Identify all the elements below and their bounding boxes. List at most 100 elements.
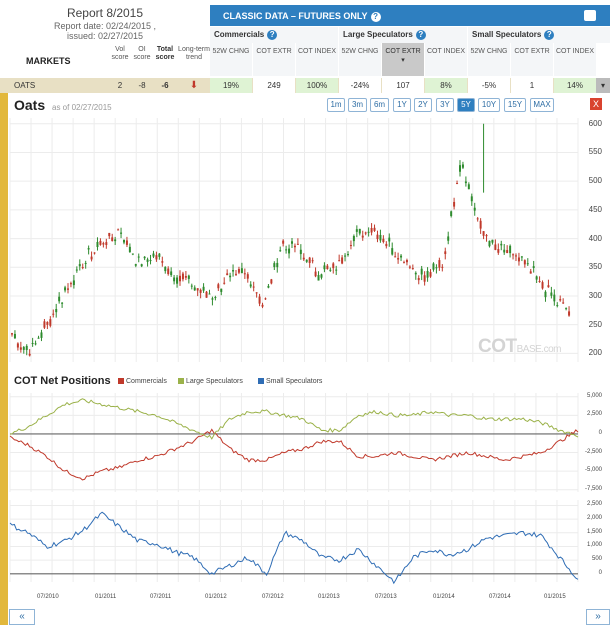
candle-body [320,274,323,278]
y-tick-label: 2,500 [586,501,602,508]
expand-down-icon[interactable]: ▾ [596,78,610,93]
help-icon[interactable]: ? [415,30,426,40]
candle-body [338,260,341,262]
report-header: Report 8/2015 Report date: 02/24/2015 , … [0,0,210,78]
candle-body [67,288,69,290]
sub-col-header[interactable]: 52W CHNG [468,43,510,76]
candle-body [562,302,565,304]
help-icon[interactable]: ? [544,30,555,40]
candle-body [193,287,196,291]
candle-body [137,256,140,258]
candle-body [114,239,117,242]
candle-body [532,266,535,269]
legend-commercials[interactable]: Commercials [118,378,167,385]
range-button-5y[interactable]: 5Y [457,98,475,112]
sub-col-header[interactable]: COT EXTR [511,43,553,76]
candle-body [376,234,379,240]
candle-body [349,245,352,247]
candle-body [435,267,438,269]
candle-body [181,273,184,280]
candle-body [341,257,344,264]
help-icon[interactable]: ? [370,12,381,22]
range-button-max[interactable]: MAX [530,98,554,112]
legend-large-speculators[interactable]: Large Speculators [178,378,243,385]
sub-col-header[interactable]: COT INDEX [296,43,338,76]
candle-body [541,282,544,289]
range-button-2y[interactable]: 2Y [414,98,432,112]
total-score-value: -6 [161,81,169,90]
scroll-left-button[interactable]: « [9,609,35,625]
candle-body [258,296,261,304]
candle-body [58,296,61,302]
classic-data-title: CLASSIC DATA – FUTURES ONLY [223,11,368,21]
scroll-right-button[interactable]: » [586,609,610,625]
market-name[interactable]: OATS [14,81,36,90]
value-cell: 8% [425,78,467,93]
sub-col-header[interactable]: COT EXTR [253,43,295,76]
sub-col-header[interactable]: COT INDEX [425,43,467,76]
range-button-15y[interactable]: 15Y [504,98,526,112]
candle-body [190,285,193,287]
y-tick-label: 500 [591,556,602,563]
candle-body [22,347,25,350]
candle-body [102,243,105,245]
candle-body [355,229,358,232]
x-tick-label: 07/2011 [150,594,172,600]
total-score-header[interactable]: Total score [155,46,175,61]
oi-score-header[interactable]: OI score [133,46,151,61]
candle-body [373,227,376,231]
candle-body [99,240,102,245]
range-button-3y[interactable]: 3Y [436,98,454,112]
table-row[interactable]: OATS 2 -8 -6 ⬇ 19% 249 100% -24% 107 8% … [0,78,610,93]
candle-body [529,271,532,274]
candle-body [391,248,394,255]
value-cell: 100% [296,78,338,93]
candle-body [538,281,541,283]
y-tick-label: 1,500 [586,528,602,535]
candle-body [120,232,123,234]
help-icon[interactable]: ? [267,30,278,40]
candle-body [155,255,158,260]
candle-body [105,242,108,245]
candle-body [31,343,34,345]
candle-body [134,264,137,266]
sub-col-header[interactable]: 52W CHNG [210,43,252,76]
range-button-6m[interactable]: 6m [370,98,389,112]
candle-body [176,277,179,284]
candle-body [96,241,99,248]
sub-col-header[interactable]: 52W CHNG [339,43,381,76]
legend-small-speculators[interactable]: Small Speculators [258,378,322,385]
range-button-3m[interactable]: 3m [348,98,367,112]
long-term-trend-header[interactable]: Long-term trend [178,46,210,61]
close-icon[interactable]: X [590,98,602,110]
range-button-1y[interactable]: 1Y [393,98,411,112]
candle-body [535,276,538,280]
y-tick-label: 1,000 [586,542,602,549]
sub-col-header[interactable]: COT INDEX [554,43,596,76]
candle-body [270,279,273,284]
candle-body [19,347,22,350]
candle-body [367,231,370,233]
vol-score-header[interactable]: Vol score [111,46,129,61]
series-line-large-speculators [9,398,579,440]
candle-body [506,250,509,254]
y-tick-label: 0 [598,569,602,576]
sub-col-header-selected[interactable]: COT EXTR ▾ [382,43,424,76]
candle-body [565,308,568,310]
report-date: Report date: 02/24/2015 , [53,21,157,31]
group-commercials: Commercials? [210,27,338,43]
print-icon[interactable] [584,10,596,21]
y-tick-label: 250 [588,319,602,329]
range-button-10y[interactable]: 10Y [478,98,500,112]
candle-body [117,229,120,231]
candle-body [240,268,243,274]
trend-down-arrow-icon: ⬇ [189,80,199,91]
candle-body [491,239,494,243]
candle-body [61,302,64,304]
range-button-1m[interactable]: 1m [327,98,345,112]
candle-body [291,241,293,244]
candle-body [179,275,181,282]
candle-body [473,207,476,211]
candle-body [408,266,411,268]
candle-body [72,280,75,286]
